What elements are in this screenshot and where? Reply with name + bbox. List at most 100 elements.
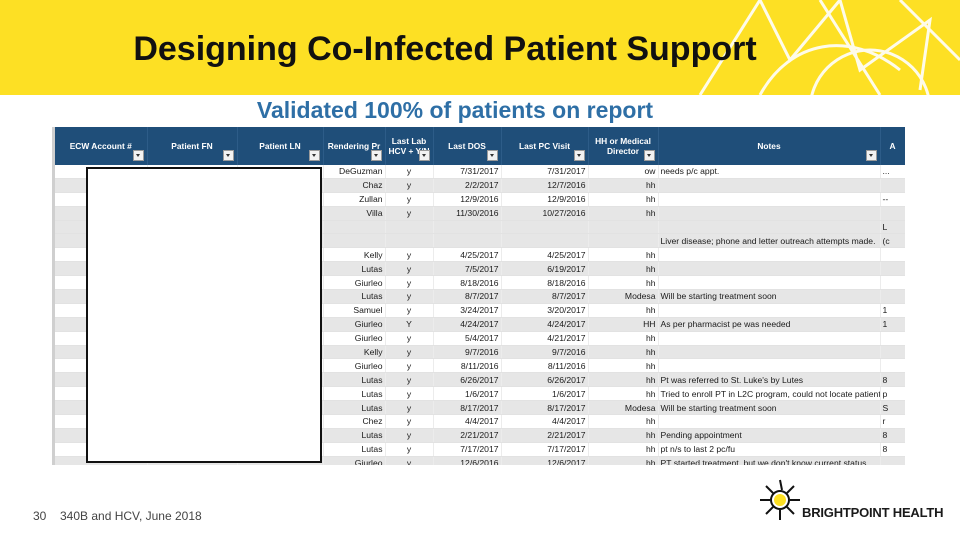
table-cell xyxy=(658,358,881,374)
table-cell xyxy=(880,331,905,346)
table-cell xyxy=(433,220,502,235)
table-cell: 8 xyxy=(880,372,905,388)
slide-subtitle: Validated 100% of patients on report xyxy=(256,97,654,123)
table-cell xyxy=(588,233,659,249)
column-header[interactable]: Rendering Pr xyxy=(323,127,386,165)
table-cell: p xyxy=(880,386,905,402)
table-cell: 4/21/2017 xyxy=(501,331,589,346)
page-number: 30 xyxy=(33,509,47,523)
table-cell: 2/21/2017 xyxy=(501,428,589,443)
table-cell: hh xyxy=(588,372,659,388)
table-cell xyxy=(323,233,386,249)
table-cell: needs p/c appt. xyxy=(658,165,881,179)
table-cell xyxy=(880,178,905,193)
filter-dropdown-icon[interactable] xyxy=(222,150,234,161)
column-header[interactable]: Notes xyxy=(658,127,881,165)
table-cell: y xyxy=(385,331,434,346)
column-header[interactable]: ECW Account # xyxy=(55,127,148,165)
table-cell: 4/24/2017 xyxy=(501,317,589,332)
table-cell: 12/9/2016 xyxy=(433,192,502,207)
table-cell: Giurleo xyxy=(323,331,386,346)
table-cell: Chaz xyxy=(323,178,386,193)
filter-dropdown-icon[interactable] xyxy=(370,150,382,161)
table-cell: hh xyxy=(588,331,659,346)
table-cell xyxy=(385,233,434,249)
table-cell: hh xyxy=(588,178,659,193)
table-cell: Modesa xyxy=(588,400,659,416)
column-header-label: HH or Medical Director xyxy=(595,136,651,156)
sun-logo-icon xyxy=(760,479,800,520)
table-cell: 8/17/2017 xyxy=(433,400,502,416)
brightpoint-logo: BRIGHTPOINT HEALTH xyxy=(760,476,944,526)
table-cell xyxy=(658,178,881,193)
table-cell xyxy=(658,303,881,318)
table-cell: 7/17/2017 xyxy=(501,442,589,457)
filter-dropdown-icon[interactable] xyxy=(573,150,585,161)
filter-dropdown-icon[interactable] xyxy=(643,150,655,161)
table-cell: Giurleo xyxy=(323,317,386,332)
table-cell: 2/2/2017 xyxy=(433,178,502,193)
table-cell: Lutas xyxy=(323,261,386,277)
column-header[interactable]: Last PC Visit xyxy=(501,127,589,165)
redaction-box xyxy=(86,167,322,463)
table-cell: 4/4/2017 xyxy=(433,414,502,429)
filter-dropdown-icon[interactable] xyxy=(418,150,430,161)
table-cell: y xyxy=(385,275,434,291)
filter-dropdown-icon[interactable] xyxy=(865,150,877,161)
table-cell: 6/19/2017 xyxy=(501,261,589,277)
table-cell: 9/7/2016 xyxy=(433,345,502,360)
column-header[interactable]: Last DOS xyxy=(433,127,502,165)
logo-text: BRIGHTPOINT HEALTH xyxy=(802,505,944,520)
column-header[interactable]: HH or Medical Director xyxy=(588,127,659,165)
column-header[interactable]: Last Lab HCV + Y/N xyxy=(385,127,434,165)
table-cell: 6/26/2017 xyxy=(433,372,502,388)
table-cell: hh xyxy=(588,386,659,402)
table-cell: 7/5/2017 xyxy=(433,261,502,277)
table-cell: 7/31/2017 xyxy=(433,165,502,179)
table-cell: DeGuzman xyxy=(323,165,386,179)
table-cell: Kelly xyxy=(323,345,386,360)
filter-dropdown-icon[interactable] xyxy=(486,150,498,161)
table-cell: hh xyxy=(588,442,659,457)
table-cell xyxy=(880,206,905,221)
table-cell: Zullan xyxy=(323,192,386,207)
table-cell: 2/21/2017 xyxy=(433,428,502,443)
filter-dropdown-icon[interactable] xyxy=(308,150,320,161)
table-row: Giurleo y 8/11/2016 8/11/2016 hh xyxy=(55,358,905,374)
table-cell xyxy=(433,233,502,249)
table-cell: Samuel xyxy=(323,303,386,318)
table-cell: 5/4/2017 xyxy=(433,331,502,346)
table-cell: 8/11/2016 xyxy=(433,358,502,374)
column-header[interactable]: Patient FN xyxy=(147,127,238,165)
table-cell: 9/7/2016 xyxy=(501,345,589,360)
table-cell: 3/20/2017 xyxy=(501,303,589,318)
column-header-label: Last DOS xyxy=(448,141,486,151)
table-cell: 12/9/2016 xyxy=(501,192,589,207)
column-header[interactable]: Patient LN xyxy=(237,127,324,165)
table-cell xyxy=(880,456,905,465)
table-cell: hh xyxy=(588,261,659,277)
filter-dropdown-icon[interactable] xyxy=(132,150,144,161)
table-cell: 4/4/2017 xyxy=(501,414,589,429)
table-cell: 7/31/2017 xyxy=(501,165,589,179)
table-cell: 8/7/2017 xyxy=(501,289,589,304)
table-cell: 8 xyxy=(880,428,905,443)
table-cell: As per pharmacist pe was needed xyxy=(658,317,881,332)
table-cell: Kelly xyxy=(323,247,386,263)
title-banner xyxy=(0,0,960,95)
table-cell: y xyxy=(385,303,434,318)
table-cell: 4/25/2017 xyxy=(501,247,589,263)
table-cell: y xyxy=(385,165,434,179)
table-cell: ... xyxy=(880,165,905,179)
column-header[interactable]: A xyxy=(880,127,905,165)
table-cell: -- xyxy=(880,192,905,207)
table-cell: Lutas xyxy=(323,428,386,443)
slide-title: Designing Co-Infected Patient Support xyxy=(133,30,757,68)
table-cell: y xyxy=(385,400,434,416)
table-cell xyxy=(588,220,659,235)
table-cell: y xyxy=(385,289,434,304)
table-cell: Lutas xyxy=(323,386,386,402)
table-cell: Will be starting treatment soon xyxy=(658,289,881,304)
table-cell: hh xyxy=(588,303,659,318)
table-cell xyxy=(880,261,905,277)
